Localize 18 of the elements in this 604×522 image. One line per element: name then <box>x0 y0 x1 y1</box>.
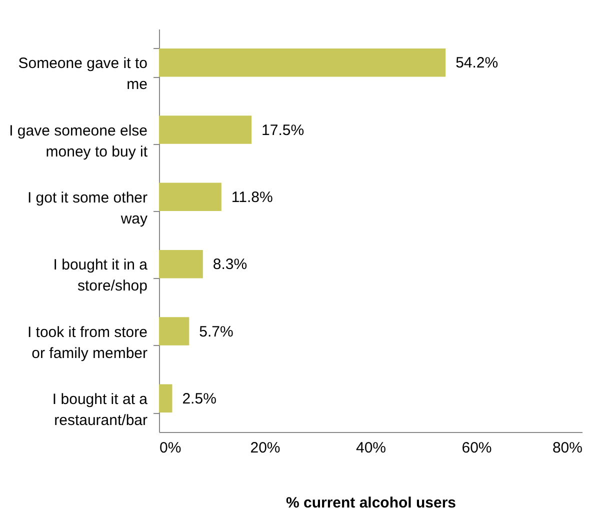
y-tick-label: I got it some other way <box>27 189 148 228</box>
data-label: 17.5% <box>262 122 304 139</box>
x-tick-label: 60% <box>462 440 492 456</box>
data-label: 8.3% <box>212 256 248 274</box>
y-tick-label: I took it from store or family member <box>27 324 148 362</box>
y-tick-label: I gave someone else money to buy it <box>9 122 148 160</box>
data-label: 2.5% <box>182 390 216 408</box>
data-label: 54.2% <box>456 54 498 72</box>
x-tick-label: 0% <box>160 440 182 456</box>
x-axis-title: % current alcohol users <box>286 494 456 512</box>
y-tick-label: I bought it in a store/shop <box>53 256 148 295</box>
y-tick-label: Someone gave it to me <box>18 55 148 94</box>
data-label: 5.7% <box>199 323 234 340</box>
y-tick-label: I bought it at a restaurant/bar <box>52 390 148 429</box>
x-tick-label: 40% <box>356 440 386 456</box>
x-tick-label: 80% <box>552 440 582 456</box>
data-label: 11.8% <box>231 188 273 206</box>
x-tick-label: 20% <box>250 440 280 456</box>
